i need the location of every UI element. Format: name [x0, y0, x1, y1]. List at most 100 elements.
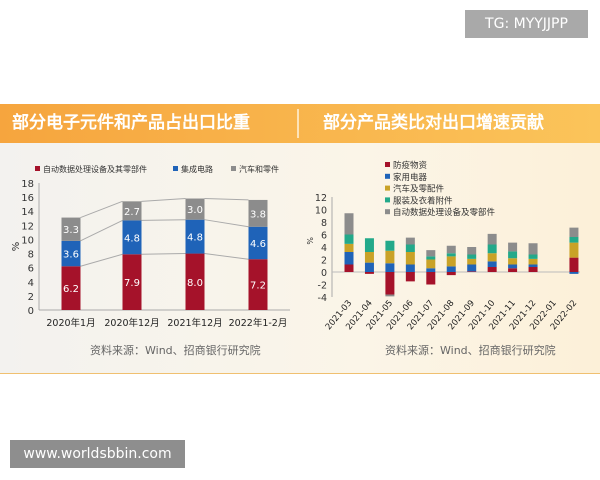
legend-swatch	[385, 173, 390, 179]
connector-line	[80, 219, 123, 242]
bar-segment	[528, 264, 538, 267]
bar-segment	[446, 256, 456, 267]
bar-segment	[248, 259, 268, 310]
y-tick-label: 0	[28, 306, 34, 317]
legend-swatch	[385, 209, 390, 215]
bar-segment	[426, 250, 436, 257]
x-tick-label: 2022年1-2月	[229, 317, 288, 329]
bar-segment	[487, 233, 497, 245]
right-chart-title: 部分产品类比对出口增速贡献	[323, 113, 544, 133]
bar-segment	[185, 253, 205, 310]
bar-segment	[508, 242, 518, 252]
bar-segment	[569, 272, 579, 274]
banner-divider	[297, 109, 299, 138]
source-note: 资料来源：Wind、招商银行研究院	[385, 343, 556, 357]
bar-segment	[364, 272, 374, 274]
chart-panel: 0 2 4 6 8 10 12 14 16 18% 6.2 7.9 8.0 7.2 3.6 4.8 4.8 4.6…	[0, 143, 600, 374]
legend-label: 防疫物资	[393, 160, 428, 171]
bar-segment	[385, 263, 395, 272]
connector-line	[204, 219, 249, 228]
bar-segment	[487, 244, 497, 254]
y-tick-label: -4	[318, 293, 327, 304]
y-axis-label: %	[306, 237, 315, 245]
y-tick-label: 4	[321, 243, 327, 254]
bar-segment	[528, 254, 538, 259]
source-note: 资料来源：Wind、招商银行研究院	[90, 343, 261, 357]
x-tick-label: 2020年12月	[104, 317, 159, 329]
bar-segment	[385, 240, 395, 251]
connector-line	[141, 219, 186, 221]
legend-swatch	[385, 185, 390, 191]
data-label: 7.2	[250, 281, 266, 292]
bar-segment	[122, 220, 142, 255]
legend-label: 汽车及零配件	[393, 184, 445, 195]
bar-segment	[61, 266, 81, 310]
legend-swatch	[173, 166, 178, 171]
data-label: 3.3	[63, 225, 79, 236]
y-tick-label: 10	[315, 206, 327, 217]
bar-segment	[569, 257, 579, 272]
bar-segment	[487, 253, 497, 262]
connector-line	[204, 198, 249, 201]
data-label: 3.6	[63, 250, 79, 261]
data-label: 8.0	[187, 278, 203, 289]
legend-label: 集成电路	[181, 164, 213, 174]
y-tick-label: 4	[28, 278, 34, 289]
y-tick-label: 6	[28, 264, 34, 275]
tg-label: TG: MYYJJPP	[465, 10, 588, 38]
legend-swatch	[385, 197, 390, 203]
legend-label: 自动数据处理设备及零部件	[393, 207, 496, 218]
y-tick-label: 10	[21, 235, 34, 246]
data-label: 3.8	[250, 209, 266, 220]
bar-segment	[385, 272, 395, 295]
bar-segment	[446, 245, 456, 254]
y-tick-label: 0	[321, 268, 327, 279]
connector-line	[141, 198, 186, 202]
bar-segment	[248, 226, 268, 260]
bar-segment	[446, 272, 456, 276]
bar-segment	[569, 227, 579, 237]
bar-segment	[426, 259, 436, 269]
y-tick-label: -2	[318, 281, 327, 292]
legend-label: 家用电器	[393, 172, 428, 183]
legend-label: 自动数据处理设备及其零部件	[43, 164, 147, 174]
watermark: www.worldsbbin.com	[10, 440, 185, 468]
bar-segment	[487, 267, 497, 272]
connector-line	[80, 253, 123, 267]
bar-segment	[569, 242, 579, 258]
left-chart-title: 部分电子元件和产品占出口比重	[12, 113, 250, 133]
bar-segment	[467, 247, 477, 255]
bar-segment	[364, 262, 374, 272]
bar-segment	[344, 213, 354, 235]
y-tick-label: 12	[21, 221, 34, 232]
bar-segment	[364, 252, 374, 263]
bar-segment	[122, 254, 142, 310]
data-label: 6.2	[63, 284, 79, 295]
data-label: 3.0	[187, 205, 203, 216]
bar-segment	[508, 264, 518, 269]
y-tick-label: 6	[321, 231, 327, 242]
legend-label: 服装及衣着附件	[393, 195, 453, 206]
bar-segment	[364, 238, 374, 252]
y-axis-label: %	[11, 242, 22, 252]
bar-segment	[185, 219, 205, 254]
x-tick-label: 2021年12月	[167, 317, 222, 329]
bar-segment	[446, 253, 456, 257]
connector-line	[80, 200, 123, 219]
bar-segment	[385, 294, 395, 297]
bar-segment	[248, 199, 268, 227]
bar-segment	[508, 268, 518, 272]
bar-segment	[405, 252, 415, 265]
y-tick-label: 2	[28, 292, 34, 303]
legend-swatch	[385, 162, 390, 167]
bar-segment	[405, 244, 415, 252]
connector-line	[141, 253, 186, 255]
bar-segment	[61, 217, 81, 241]
bar-segment	[426, 268, 436, 272]
data-label: 7.9	[124, 278, 140, 289]
bar-segment	[426, 272, 436, 285]
bar-segment	[405, 264, 415, 272]
bar-segment	[569, 237, 579, 243]
y-tick-label: 18	[21, 179, 34, 190]
y-tick-label: 12	[315, 193, 327, 204]
